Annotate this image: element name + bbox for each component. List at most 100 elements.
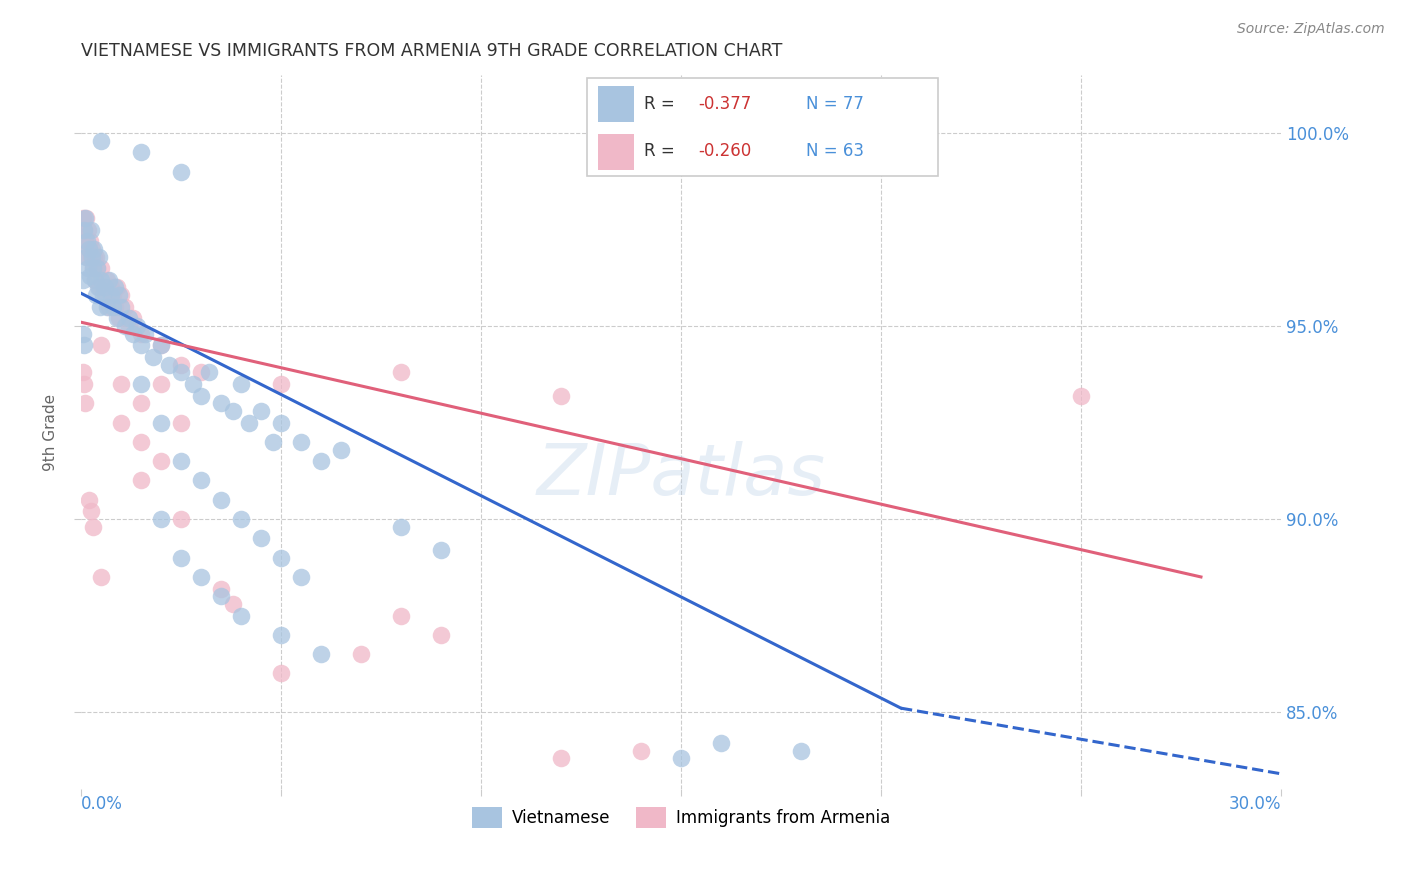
Text: N = 63: N = 63 [806, 142, 863, 160]
Point [229, 512, 252, 526]
Point [86, 261, 108, 276]
Point [77, 242, 100, 256]
Text: ZIPatlas: ZIPatlas [537, 441, 825, 509]
Point [80, 504, 103, 518]
Text: 0.0%: 0.0% [82, 795, 122, 813]
Point [110, 376, 132, 391]
Point [190, 474, 212, 488]
FancyBboxPatch shape [588, 78, 938, 177]
Point [108, 288, 131, 302]
Point [142, 350, 165, 364]
Point [75, 211, 97, 225]
Point [72, 211, 94, 225]
Point [110, 300, 132, 314]
Point [76, 234, 98, 248]
Point [209, 589, 232, 603]
Point [150, 512, 173, 526]
Point [129, 434, 152, 449]
Point [87, 280, 110, 294]
Point [170, 416, 193, 430]
Point [89, 300, 111, 314]
Point [170, 358, 193, 372]
Point [150, 338, 173, 352]
Point [290, 434, 312, 449]
Point [270, 376, 292, 391]
Point [309, 647, 332, 661]
Text: R =: R = [644, 95, 681, 112]
Point [87, 250, 110, 264]
Point [82, 242, 104, 256]
Point [309, 454, 332, 468]
Point [72, 326, 94, 341]
Legend: Vietnamese, Immigrants from Armenia: Vietnamese, Immigrants from Armenia [465, 801, 897, 834]
Point [80, 250, 103, 264]
Point [91, 288, 114, 302]
Point [290, 570, 312, 584]
Point [73, 222, 96, 236]
Point [79, 234, 101, 248]
Text: N = 77: N = 77 [806, 95, 863, 112]
Point [82, 250, 104, 264]
Point [222, 404, 245, 418]
Point [190, 365, 212, 379]
Point [114, 300, 136, 314]
Point [105, 280, 128, 294]
Point [150, 376, 173, 391]
Point [75, 250, 97, 264]
Point [84, 250, 107, 264]
Point [150, 454, 173, 468]
Point [430, 628, 453, 642]
Point [110, 416, 132, 430]
Text: -0.260: -0.260 [699, 142, 751, 160]
Point [94, 288, 117, 302]
Point [82, 520, 104, 534]
Point [110, 288, 132, 302]
Point [82, 261, 104, 276]
Point [170, 512, 193, 526]
Point [134, 326, 156, 341]
Text: 30.0%: 30.0% [1229, 795, 1281, 813]
Point [129, 474, 152, 488]
Point [83, 242, 105, 256]
Point [84, 288, 107, 302]
Point [181, 376, 204, 391]
Point [104, 280, 127, 294]
Point [86, 261, 108, 276]
Point [170, 164, 193, 178]
Point [77, 242, 100, 256]
Point [170, 550, 193, 565]
Point [104, 300, 127, 314]
Point [270, 416, 292, 430]
Point [790, 744, 813, 758]
Point [118, 311, 141, 326]
Point [150, 416, 173, 430]
Point [73, 396, 96, 410]
Point [250, 532, 273, 546]
Point [209, 492, 232, 507]
Point [73, 211, 96, 225]
Point [229, 608, 252, 623]
Point [98, 300, 121, 314]
Point [250, 404, 273, 418]
Point [76, 250, 98, 264]
Point [550, 751, 572, 765]
Point [96, 273, 118, 287]
Point [550, 388, 572, 402]
Point [82, 261, 104, 276]
Point [87, 280, 110, 294]
Point [90, 134, 112, 148]
Point [122, 311, 145, 326]
Point [90, 273, 112, 287]
Point [73, 234, 96, 248]
Point [190, 570, 212, 584]
Point [100, 280, 122, 294]
Point [262, 434, 284, 449]
Point [114, 319, 136, 334]
Text: VIETNAMESE VS IMMIGRANTS FROM ARMENIA 9TH GRADE CORRELATION CHART: VIETNAMESE VS IMMIGRANTS FROM ARMENIA 9T… [82, 42, 782, 60]
Point [389, 365, 412, 379]
Point [330, 442, 353, 457]
Y-axis label: 9th Grade: 9th Grade [44, 393, 58, 471]
Point [350, 647, 373, 661]
Point [101, 300, 124, 314]
Point [389, 520, 412, 534]
